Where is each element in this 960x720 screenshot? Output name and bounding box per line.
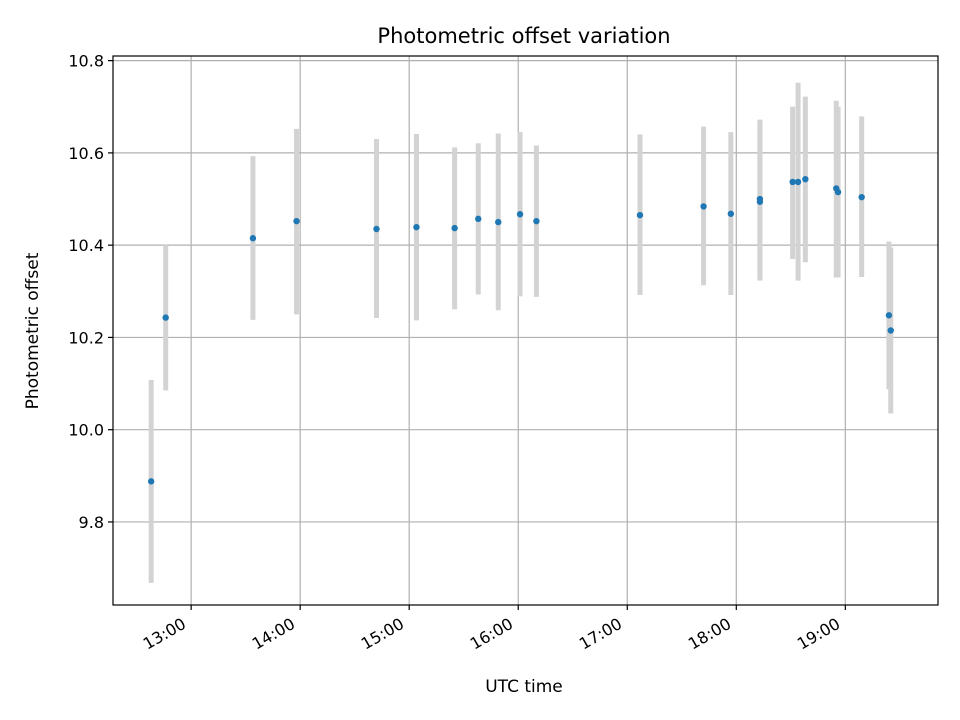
y-axis-ticks: 9.8 10.0 10.2 10.4 10.6 10.8 [68, 52, 113, 532]
data-point [293, 217, 300, 225]
y-tick-label: 10.2 [68, 328, 104, 347]
data-point [413, 223, 420, 231]
x-tick-label: 14:00 [249, 614, 298, 654]
x-axis-ticks: 13:00 14:00 15:00 16:00 17:00 18:00 19:00 [140, 605, 846, 654]
plot-frame [112, 55, 939, 606]
data-point [727, 210, 735, 217]
y-tick-label: 10.0 [68, 421, 104, 440]
data-point [147, 478, 155, 485]
x-tick-label: 13:00 [140, 614, 189, 654]
data-point [887, 327, 894, 334]
data-point [249, 235, 257, 242]
data-point [802, 175, 809, 183]
y-axis-title: Photometric offset [23, 252, 43, 409]
errorbar-layer [148, 82, 894, 583]
data-point [162, 314, 169, 321]
data-point [636, 211, 644, 219]
data-point [495, 218, 502, 226]
x-tick-label: 18:00 [685, 614, 734, 654]
x-tick-label: 17:00 [576, 614, 625, 654]
data-point [451, 224, 458, 232]
grid-layer [113, 56, 938, 605]
chart-title: Photometric offset variation [377, 24, 670, 48]
data-point [700, 203, 707, 210]
data-point [475, 215, 482, 223]
x-tick-label: 16:00 [467, 614, 516, 654]
data-point [373, 225, 380, 233]
data-point [834, 188, 842, 196]
data-point [858, 193, 865, 201]
point-layer [147, 175, 894, 485]
y-tick-label: 9.8 [79, 513, 104, 532]
x-axis-title: UTC time [485, 677, 563, 697]
data-point [533, 217, 540, 225]
data-point [885, 312, 893, 319]
y-tick-label: 10.8 [68, 52, 104, 71]
data-point [756, 195, 764, 203]
y-tick-label: 10.4 [68, 236, 104, 255]
data-point [516, 211, 524, 218]
data-point [789, 178, 796, 186]
data-point [794, 178, 802, 186]
x-tick-label: 15:00 [358, 614, 407, 654]
x-tick-label: 19:00 [794, 614, 843, 654]
y-tick-label: 10.6 [68, 144, 104, 163]
